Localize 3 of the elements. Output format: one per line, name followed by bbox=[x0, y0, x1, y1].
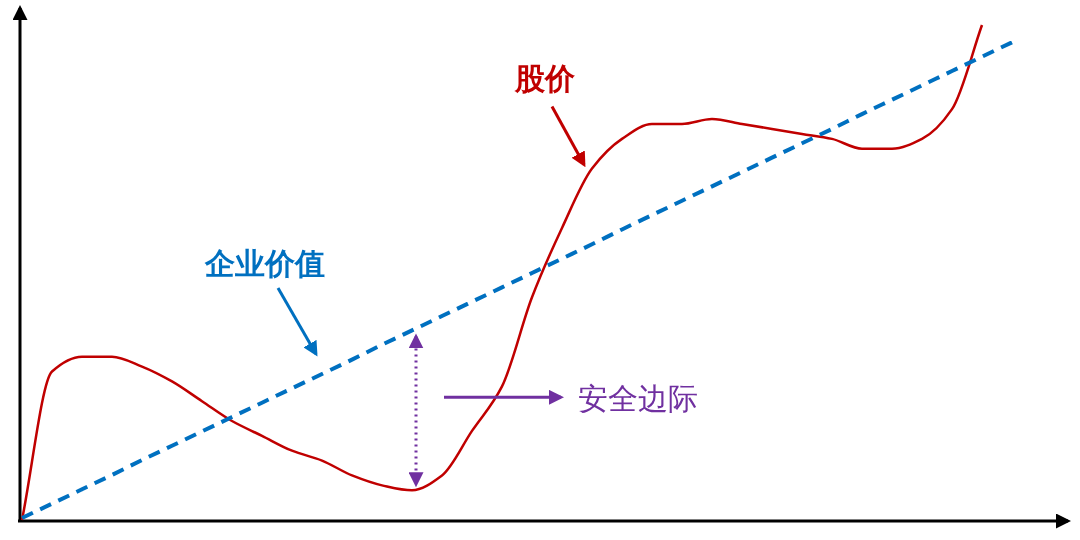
text: 股价 bbox=[514, 61, 576, 95]
text: 企业价值 bbox=[204, 246, 325, 280]
annotation: 安全边际 bbox=[578, 382, 698, 416]
